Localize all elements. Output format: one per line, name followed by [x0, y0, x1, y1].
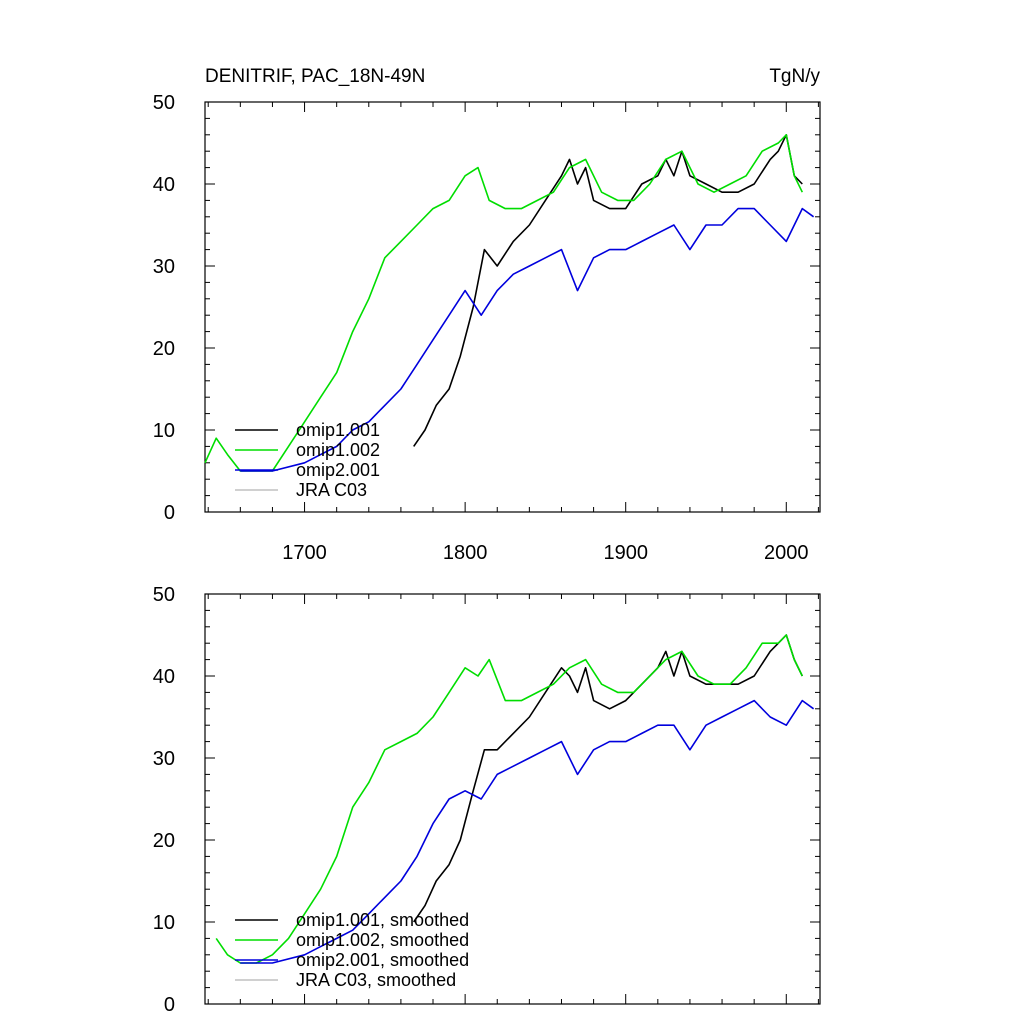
y-tick-label: 30 — [153, 256, 175, 278]
legend-label: omip2.001, smoothed — [296, 950, 469, 970]
series-line-3 — [240, 699, 815, 964]
y-tick-label: 20 — [153, 830, 175, 852]
legend-label: omip1.002, smoothed — [296, 930, 469, 950]
series-line-2 — [204, 134, 804, 472]
legend-label: omip2.001 — [296, 460, 380, 480]
plot-frame — [204, 593, 821, 1005]
y-tick-label: 50 — [153, 92, 175, 114]
legend-label: omip1.001, smoothed — [296, 910, 469, 930]
y-tick-label: 0 — [164, 994, 175, 1016]
plot-frame — [204, 101, 821, 513]
y-tick-label: 20 — [153, 338, 175, 360]
series-line-3 — [240, 207, 815, 472]
x-tick-label: 1900 — [603, 542, 648, 564]
legend-label: omip1.001 — [296, 420, 380, 440]
x-tick-label: 2000 — [764, 542, 809, 564]
legend-label: JRA C03, smoothed — [296, 970, 456, 990]
y-tick-label: 0 — [164, 502, 175, 524]
x-tick-label: 1700 — [282, 542, 327, 564]
y-tick-label: 10 — [153, 420, 175, 442]
y-tick-label: 40 — [153, 666, 175, 688]
series-line-1 — [413, 634, 804, 923]
series-line-1 — [413, 134, 803, 447]
x-tick-label: 1800 — [443, 542, 488, 564]
legend-label: JRA C03 — [296, 480, 367, 500]
y-tick-label: 10 — [153, 912, 175, 934]
legend-label: omip1.002 — [296, 440, 380, 460]
units-label: TgN/y — [769, 66, 820, 87]
y-tick-label: 30 — [153, 748, 175, 770]
y-tick-label: 50 — [153, 584, 175, 606]
y-tick-label: 40 — [153, 174, 175, 196]
chart-1: 0 10 20 30 40 50 1700 1800 1900 2000 DENITRIF, PAC… — [153, 66, 821, 564]
chart-title: DENITRIF, PAC_18N-49N — [205, 66, 425, 87]
series-line-2 — [215, 634, 804, 964]
chart-2: 0 10 20 30 40 50 omip1.001, smoothedomip1.002,… — [153, 584, 821, 1016]
